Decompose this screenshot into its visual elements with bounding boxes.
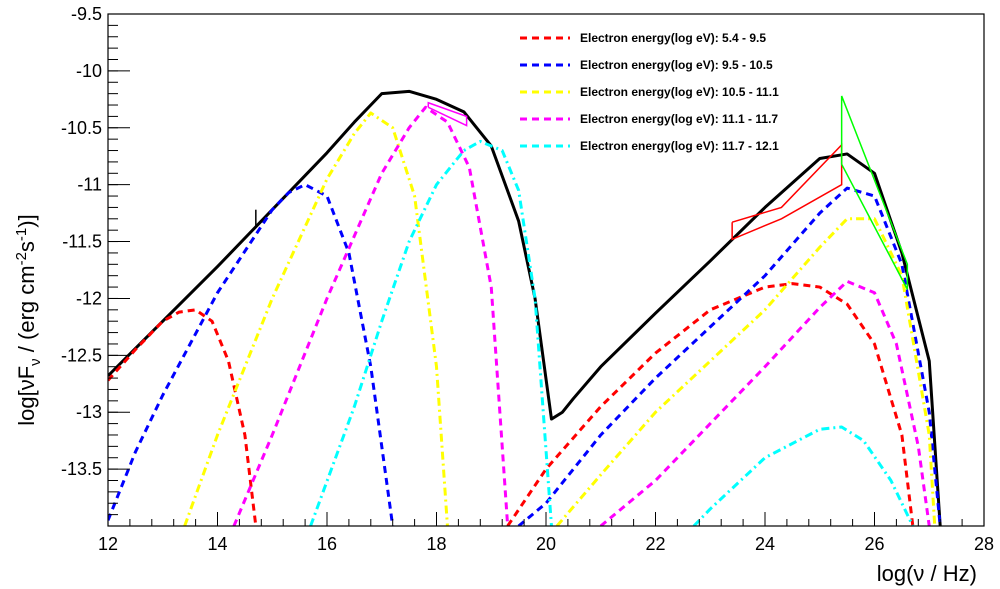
series-line-0 — [108, 89, 942, 526]
series-line-2-ic — [517, 186, 942, 526]
observation-bowtie-1 — [731, 142, 843, 241]
observation-layer — [255, 95, 909, 290]
y-tick-label: -10 — [76, 61, 102, 81]
observation-bowtie-2 — [840, 95, 909, 290]
legend: Electron energy(log eV): 5.4 - 9.5 Electr… — [520, 31, 779, 153]
series-line-3-ic — [555, 217, 937, 526]
y-tick-label: -12 — [76, 288, 102, 308]
x-tick-label: 18 — [426, 534, 446, 554]
legend-label: Electron energy(log eV): 10.5 - 11.1 — [580, 85, 779, 99]
y-tick-label: -9.5 — [71, 4, 102, 24]
y-tick-label: -13 — [76, 402, 102, 422]
x-tick-label: 16 — [317, 534, 337, 554]
y-tick-label: -11.5 — [62, 232, 102, 252]
y-axis-label: log[νFν / (erg cm-2s-1)] — [13, 214, 44, 425]
x-tick-label: 14 — [207, 534, 227, 554]
x-tick-label: 22 — [645, 534, 665, 554]
y-tick-label: -13.5 — [61, 459, 102, 479]
series-line-5-ic — [692, 425, 915, 526]
legend-label: Electron energy(log eV): 11.1 - 11.7 — [580, 112, 778, 126]
y-tick-label: -11 — [77, 175, 102, 195]
x-tick-label: 28 — [974, 534, 994, 554]
legend-label: Electron energy(log eV): 11.7 - 12.1 — [580, 139, 779, 153]
legend-label: Electron energy(log eV): 9.5 - 10.5 — [580, 58, 773, 72]
x-tick-label: 12 — [98, 534, 118, 554]
legend-label: Electron energy(log eV): 5.4 - 9.5 — [580, 31, 766, 45]
series-layer — [108, 89, 942, 526]
observation-bowtie-0 — [427, 101, 468, 127]
axes-layer: 12 14 16 18 20 22 24 26 28 -9.5 -10 -10.5 -11 -11.5 -1… — [61, 4, 994, 554]
x-tick-label: 26 — [864, 534, 884, 554]
series-line-4-ic — [599, 279, 931, 526]
series-line-2 — [108, 183, 395, 526]
series-line-5 — [309, 139, 553, 526]
y-tick-label: -12.5 — [61, 345, 102, 365]
plot-area — [108, 89, 942, 526]
series-line-1 — [108, 308, 258, 526]
x-tick-label: 20 — [536, 534, 556, 554]
y-tick-label: -10.5 — [61, 118, 102, 138]
series-line-4 — [232, 105, 510, 526]
x-axis-label: log(ν / Hz) — [877, 561, 977, 586]
series-line-3 — [183, 111, 449, 526]
series-line-1-ic — [506, 282, 915, 526]
x-tick-label: 24 — [755, 534, 775, 554]
